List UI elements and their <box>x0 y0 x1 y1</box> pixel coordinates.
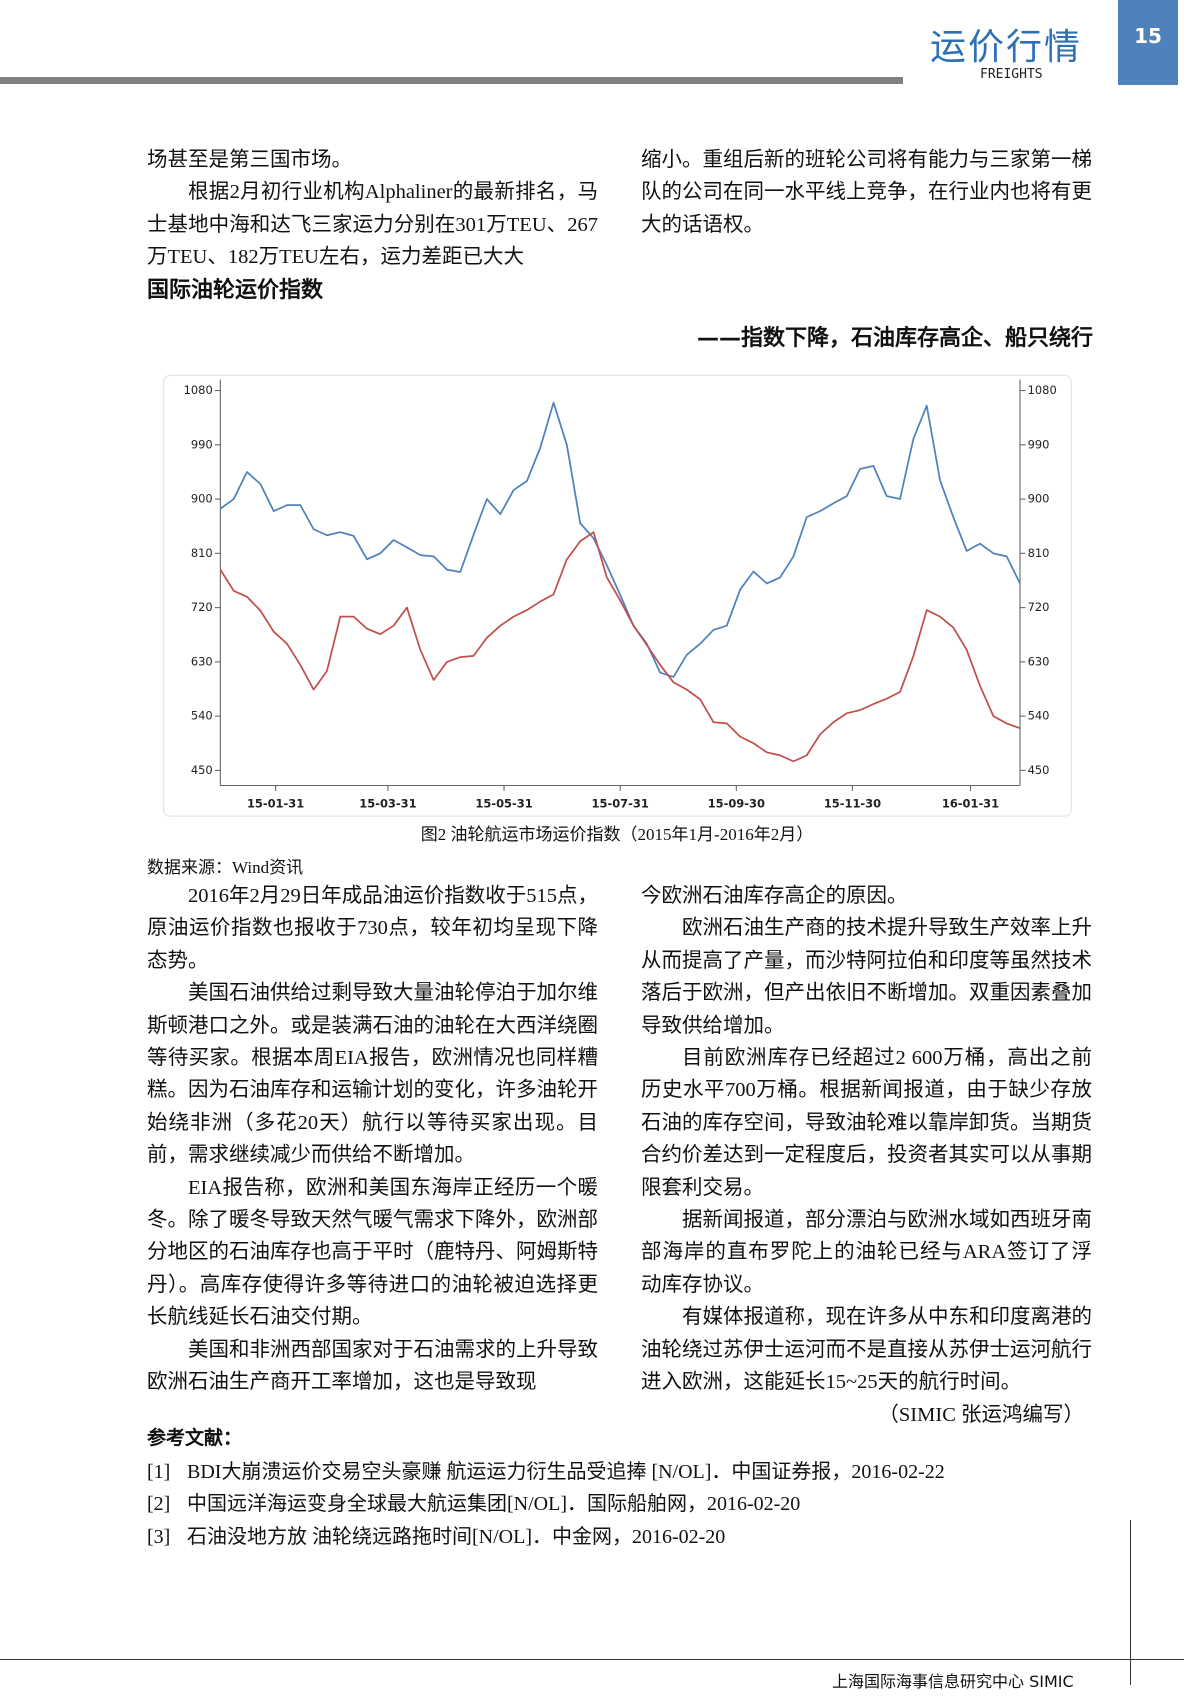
x-tick-label: 15-03-31 <box>359 797 416 811</box>
paragraph: 缩小。重组后新的班轮公司将有能力与三家第一梯队的公司在同一水平线上竞争，在行业内… <box>641 149 1092 236</box>
y2-tick-label: 990 <box>1028 437 1050 451</box>
x-tick-label: 16-01-31 <box>942 797 999 811</box>
reference-number: [2] <box>147 1493 171 1516</box>
y2-tick-label: 810 <box>1028 546 1050 560</box>
paragraph: 根据2月初行业机构Alphaliner的最新排名，马士基地中海和达飞三家运力分别… <box>147 181 598 269</box>
y2-tick-label: 630 <box>1028 654 1050 668</box>
section-title: 国际油轮运价指数 <box>147 278 324 303</box>
y-tick-label: 540 <box>191 709 213 723</box>
series-line <box>219 401 1021 678</box>
reference-text: 中国远洋海运变身全球最大航运集团[N/OL]．国际船舶网，2016-02-20 <box>187 1493 801 1516</box>
body-left-column: 2016年2月29日年成品油运价指数收于515点，原油运价指数也报收于730点，… <box>147 880 598 1399</box>
y-tick-label: 1080 <box>184 383 213 397</box>
footer-text: 上海国际海事信息研究中心 SIMIC <box>832 1672 1074 1691</box>
x-tick-label: 15-09-30 <box>708 797 765 811</box>
y-tick-label: 630 <box>191 654 213 668</box>
footer-rule <box>0 1659 1184 1660</box>
references-list: [1] BDI大崩溃运价交易空头豪赚 航运运力衍生品受追捧 [N/OL]．中国证券… <box>147 1456 945 1553</box>
x-tick-label: 15-07-31 <box>592 797 649 811</box>
page-number: 15 <box>1134 24 1162 48</box>
figure-source: 数据来源：Wind资讯 <box>147 858 304 877</box>
y2-tick-label: 540 <box>1028 709 1050 723</box>
footer-vertical-rule <box>1130 1520 1131 1685</box>
series-line <box>219 531 1021 763</box>
top-left-column: 场甚至是第三国市场。 根据2月初行业机构Alphaliner的最新排名，马士基地… <box>147 144 598 274</box>
figure-caption: 图2 油轮航运市场运价指数（2015年1月-2016年2月） <box>420 825 814 844</box>
references-title: 参考文献： <box>147 1427 243 1449</box>
top-right-column: 缩小。重组后新的班轮公司将有能力与三家第一梯队的公司在同一水平线上竞争，在行业内… <box>641 144 1092 241</box>
reference: [1] BDI大崩溃运价交易空头豪赚 航运运力衍生品受追捧 [N/OL]．中国证券… <box>147 1456 945 1488</box>
y-tick-label: 810 <box>191 546 213 560</box>
reference-text: 石油没地方放 油轮绕远路拖时间[N/OL]．中金网，2016-02-20 <box>187 1525 726 1548</box>
paragraph: 欧洲石油生产商的技术提升导致生产效率上升从而提高了产量，而沙特阿拉伯和印度等虽然… <box>641 917 1092 1037</box>
x-tick-label: 15-11-30 <box>824 797 881 811</box>
header-bar <box>0 77 903 84</box>
signature: （SIMIC 张运鸿编写） <box>878 1403 1084 1426</box>
paragraph: 今欧洲石油库存高企的原因。 <box>641 885 908 907</box>
reference: [3] 石油没地方放 油轮绕远路拖时间[N/OL]．中金网，2016-02-20 <box>147 1521 945 1553</box>
paragraph: 美国石油供给过剩导致大量油轮停泊于加尔维斯顿港口之外。或是装满石油的油轮在大西洋… <box>147 982 598 1167</box>
paragraph: 美国和非洲西部国家对于石油需求的上升导致欧洲石油生产商开工率增加，这也是导致现 <box>147 1338 598 1394</box>
x-tick-label: 15-05-31 <box>475 797 532 811</box>
header-title: 运价行情 <box>930 27 1083 68</box>
body-right-column: 今欧洲石油库存高企的原因。 欧洲石油生产商的技术提升导致生产效率上升从而提高了产… <box>641 880 1092 1431</box>
y-tick-label: 900 <box>191 492 213 506</box>
reference: [2] 中国远洋海运变身全球最大航运集团[N/OL]．国际船舶网，2016-02-… <box>147 1488 945 1520</box>
x-tick-label: 15-01-31 <box>247 797 304 811</box>
paragraph: EIA报告称，欧洲和美国东海岸正经历一个暖冬。除了暖冬导致天然气暖气需求下降外，… <box>147 1176 598 1329</box>
paragraph: 据新闻报道，部分漂泊与欧洲水域如西班牙南部海岸的直布罗陀上的油轮已经与ARA签订… <box>641 1209 1092 1296</box>
header-subtitle: FREIGHTS <box>980 67 1043 82</box>
y2-tick-label: 900 <box>1028 492 1050 506</box>
reference-text: BDI大崩溃运价交易空头豪赚 航运运力衍生品受追捧 [N/OL]．中国证券报，2… <box>187 1461 945 1483</box>
paragraph: 目前欧洲库存已经超过2 600万桶，高出之前历史水平700万桶。根据新闻报道，由… <box>641 1047 1092 1199</box>
y2-tick-label: 450 <box>1028 763 1050 777</box>
y-tick-label: 720 <box>191 600 213 614</box>
y-tick-label: 450 <box>191 763 213 777</box>
page-number-box <box>1118 0 1178 85</box>
paragraph: 2016年2月29日年成品油运价指数收于515点，原油运价指数也报收于730点，… <box>147 885 598 972</box>
y2-tick-label: 720 <box>1028 600 1050 614</box>
y2-tick-label: 1080 <box>1028 383 1057 397</box>
paragraph: 有媒体报道称，现在许多从中东和印度离港的油轮绕过苏伊士运河而不是直接从苏伊士运河… <box>641 1306 1092 1394</box>
reference-number: [3] <box>147 1525 171 1548</box>
section-subtitle: ——指数下降，石油库存高企、船只绕行 <box>696 326 1093 351</box>
reference-number: [1] <box>147 1461 171 1483</box>
chart-frame <box>163 374 1072 817</box>
y-tick-label: 990 <box>191 437 213 451</box>
paragraph: 场甚至是第三国市场。 <box>147 149 352 171</box>
